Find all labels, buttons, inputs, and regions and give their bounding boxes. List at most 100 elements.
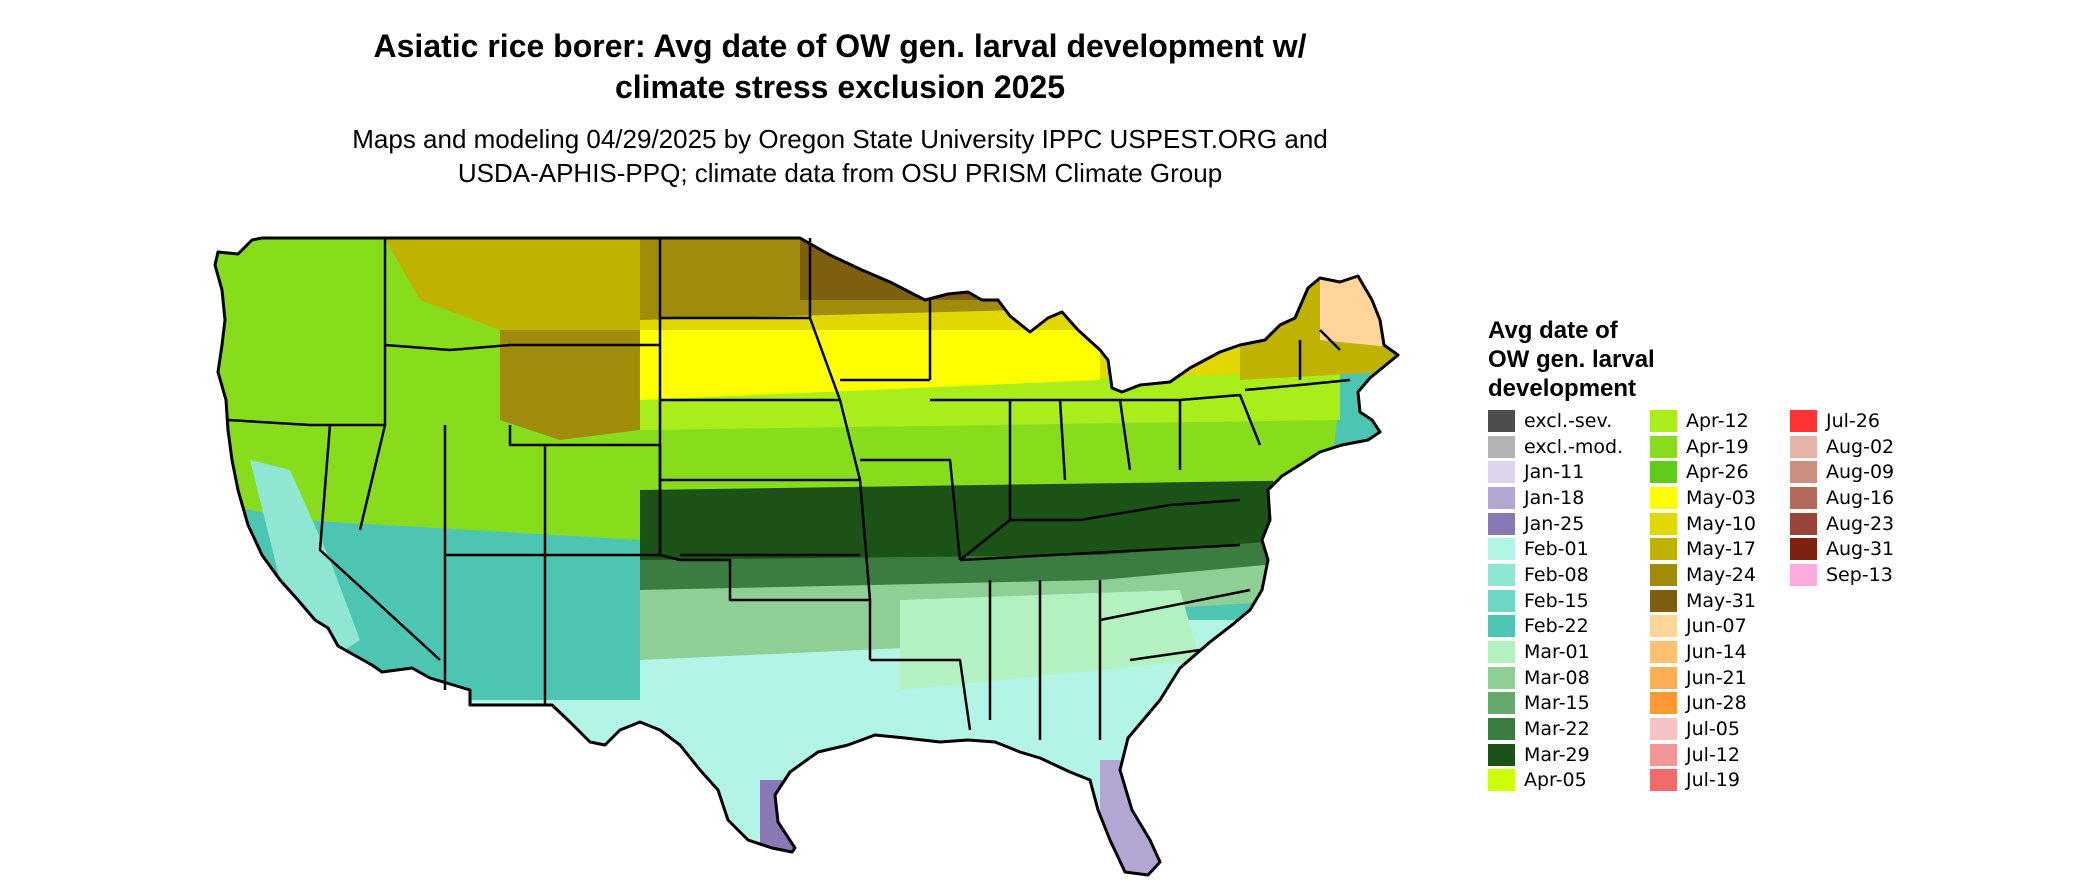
legend-label: Jul-19 xyxy=(1686,769,1740,792)
legend-swatch xyxy=(1650,538,1677,561)
zone-dark-band xyxy=(640,470,1290,560)
legend-swatch xyxy=(1488,589,1515,612)
legend-swatch xyxy=(1488,461,1515,484)
legend-label: Feb-22 xyxy=(1524,615,1589,638)
legend-item: Mar-01 xyxy=(1488,639,1623,665)
legend-swatch xyxy=(1790,563,1817,586)
legend-swatch xyxy=(1790,435,1817,458)
legend-swatch xyxy=(1488,512,1515,535)
legend-swatch xyxy=(1488,409,1515,432)
legend-label: Aug-16 xyxy=(1826,486,1895,509)
legend-swatch xyxy=(1488,718,1515,741)
legend-swatch xyxy=(1488,692,1515,715)
legend-item: Jul-19 xyxy=(1650,768,1756,794)
legend-label: Sep-13 xyxy=(1826,563,1893,586)
legend-item: Feb-15 xyxy=(1488,588,1623,614)
legend-swatch xyxy=(1488,538,1515,561)
legend-label: Jul-05 xyxy=(1686,718,1740,741)
legend-label: May-03 xyxy=(1686,486,1756,509)
legend-label: Aug-31 xyxy=(1826,538,1895,561)
zone-coast-lavender xyxy=(250,460,360,660)
legend-item: Jun-07 xyxy=(1650,614,1756,640)
legend-item: Jun-21 xyxy=(1650,665,1756,691)
legend-label: Apr-05 xyxy=(1524,769,1587,792)
border-mo-ar-la xyxy=(860,458,972,731)
legend-label: May-24 xyxy=(1686,563,1756,586)
legend-label: Apr-19 xyxy=(1686,435,1749,458)
border-plains-east xyxy=(808,238,872,660)
legend-swatch xyxy=(1790,461,1817,484)
legend-item: May-17 xyxy=(1650,536,1756,562)
zone-mountain-peaks xyxy=(500,330,640,440)
legend-item: Feb-08 xyxy=(1488,562,1623,588)
legend-swatch xyxy=(1650,563,1677,586)
legend-swatch xyxy=(1650,692,1677,715)
map-title: Asiatic rice borer: Avg date of OW gen. … xyxy=(373,28,1307,105)
legend-label: Jan-11 xyxy=(1524,461,1585,484)
legend-item: excl.-sev. xyxy=(1488,408,1623,434)
legend-item: Apr-26 xyxy=(1650,459,1756,485)
legend-swatch xyxy=(1790,538,1817,561)
border-northeast xyxy=(1244,329,1351,392)
legend-swatch xyxy=(1488,769,1515,792)
legend-item: Apr-12 xyxy=(1650,408,1756,434)
border-carolinas xyxy=(1099,588,1251,662)
legend-swatch xyxy=(1488,435,1515,458)
zone-may-yellow xyxy=(640,330,1100,400)
legend-swatch xyxy=(1488,641,1515,664)
legend-label: Feb-15 xyxy=(1524,589,1589,612)
legend-label: May-10 xyxy=(1686,512,1756,535)
legend-item: Aug-16 xyxy=(1790,485,1894,511)
legend-item: Sep-13 xyxy=(1790,562,1894,588)
legend-swatch xyxy=(1790,409,1817,432)
legend-label: Mar-15 xyxy=(1524,692,1590,715)
legend-item: May-31 xyxy=(1650,588,1756,614)
legend-label: Feb-08 xyxy=(1524,563,1589,586)
legend-label: Mar-08 xyxy=(1524,666,1590,689)
zone-southwest xyxy=(300,520,640,700)
legend-swatch xyxy=(1650,641,1677,664)
state-borders xyxy=(227,238,1351,740)
legend-label: Jun-28 xyxy=(1686,692,1747,715)
legend-item: Mar-29 xyxy=(1488,742,1623,768)
legend-item: Feb-22 xyxy=(1488,614,1623,640)
legend-item: Jul-12 xyxy=(1650,742,1756,768)
legend-label: Mar-01 xyxy=(1524,641,1590,664)
legend-swatch xyxy=(1650,743,1677,766)
legend-swatch xyxy=(1650,486,1677,509)
legend-label: Aug-02 xyxy=(1826,435,1895,458)
legend: Avg date of OW gen. larval development e… xyxy=(1488,316,2088,816)
legend-item: excl.-mod. xyxy=(1488,434,1623,460)
legend-label: Jun-07 xyxy=(1686,615,1747,638)
legend-item: Aug-23 xyxy=(1790,511,1894,537)
legend-item: Jun-28 xyxy=(1650,691,1756,717)
legend-item: Apr-05 xyxy=(1488,768,1623,794)
legend-item: Apr-19 xyxy=(1650,434,1756,460)
zone-north-plains xyxy=(640,238,1398,320)
legend-label: Jan-18 xyxy=(1524,486,1585,509)
legend-item: May-03 xyxy=(1650,485,1756,511)
legend-label: Aug-09 xyxy=(1826,461,1895,484)
legend-column-1: excl.-sev. excl.-mod. Jan-11 Jan-18 Jan-25 Fe… xyxy=(1488,408,1623,793)
legend-swatch xyxy=(1650,615,1677,638)
border-ut xyxy=(443,425,547,557)
legend-label: Jun-21 xyxy=(1686,666,1747,689)
legend-swatch xyxy=(1650,718,1677,741)
zone-north-dark xyxy=(800,238,1000,300)
legend-item: Aug-09 xyxy=(1790,459,1894,485)
legend-swatch xyxy=(1790,512,1817,535)
legend-item: Mar-22 xyxy=(1488,716,1623,742)
border-id-west xyxy=(358,238,387,531)
legend-swatch xyxy=(1790,486,1817,509)
map-subtitle: Maps and modeling 04/29/2025 by Oregon S… xyxy=(352,124,1328,188)
border-az-nm xyxy=(443,555,547,705)
legend-label: Jan-25 xyxy=(1524,512,1585,535)
legend-title: Avg date of OW gen. larval development xyxy=(1488,317,1655,402)
legend-column-3: Jul-26 Aug-02 Aug-09 Aug-16 Aug-23 Aug-31 Sep-… xyxy=(1790,408,1894,588)
legend-item: Mar-15 xyxy=(1488,691,1623,717)
legend-swatch xyxy=(1650,666,1677,689)
border-or-ca-nv xyxy=(318,424,441,661)
legend-label: May-31 xyxy=(1686,589,1756,612)
legend-swatch xyxy=(1488,743,1515,766)
legend-label: Jul-26 xyxy=(1826,409,1880,432)
